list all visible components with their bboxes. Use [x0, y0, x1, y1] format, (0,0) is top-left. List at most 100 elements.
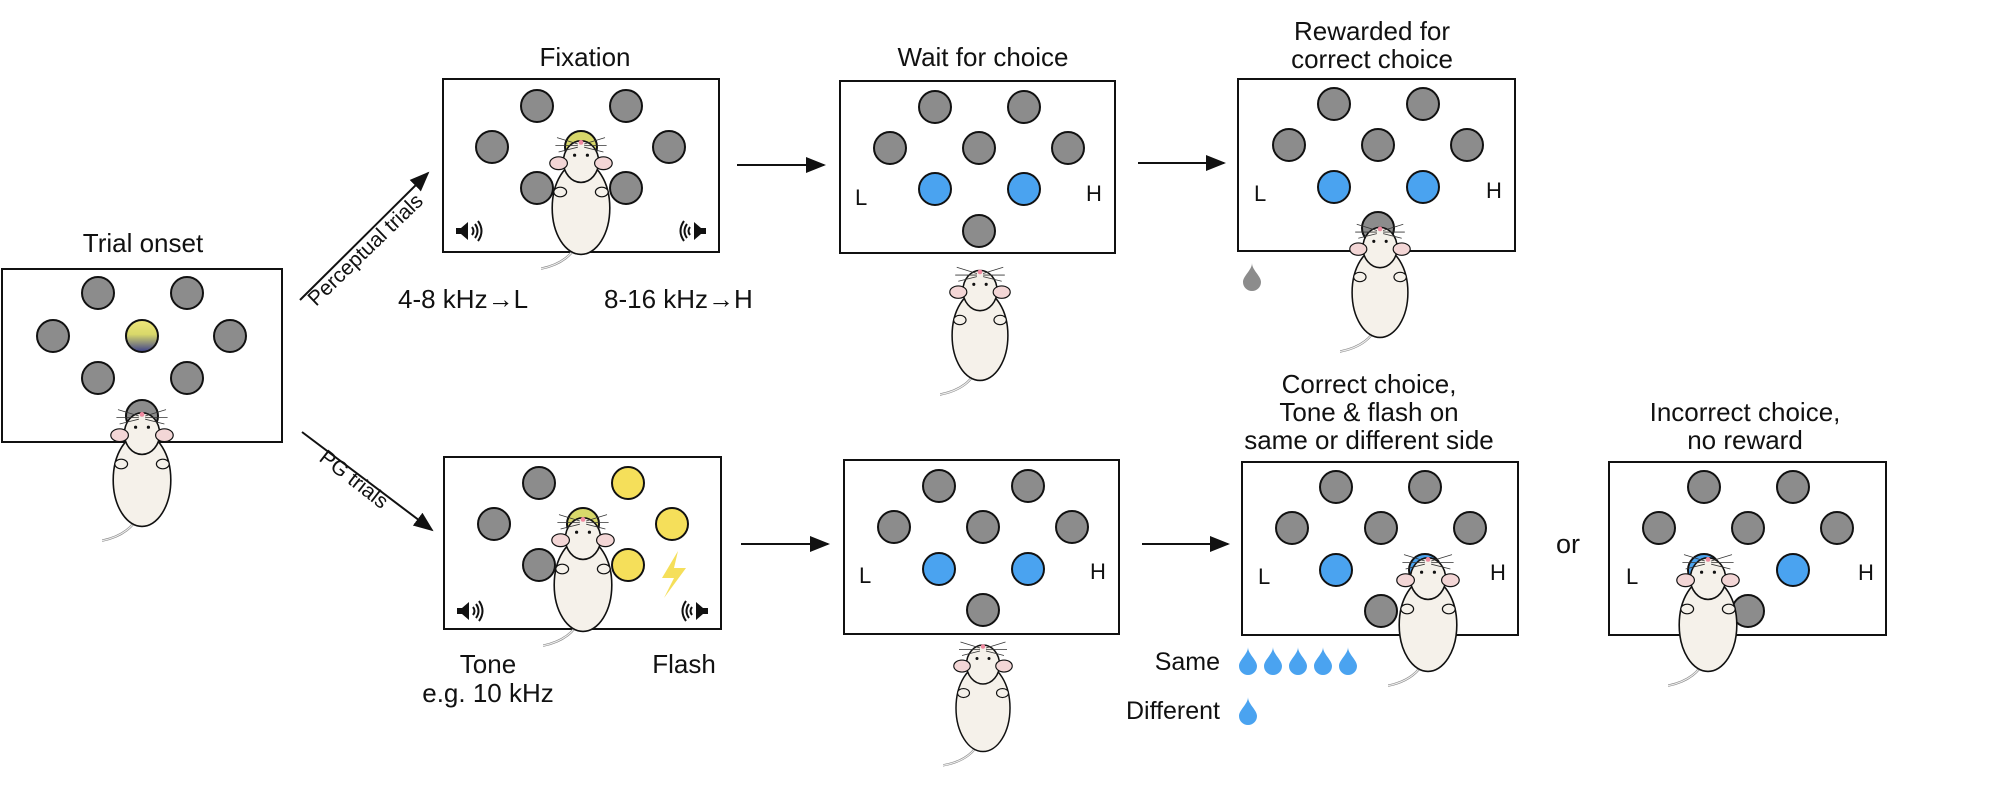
port [213, 319, 247, 353]
port [81, 276, 115, 310]
rat-icon [943, 640, 1014, 782]
correct-title-line1: Correct choice, [1282, 369, 1457, 399]
freq-high-label: 8-16 kHz→H [604, 284, 753, 314]
panel-wait-choice-pg: L H [843, 459, 1120, 782]
port [1820, 511, 1854, 545]
port [520, 171, 554, 205]
flash-label: Flash [652, 649, 716, 679]
choice-port-low [922, 552, 956, 586]
port [1055, 510, 1089, 544]
choice-port-low [1319, 553, 1353, 587]
port [652, 130, 686, 164]
flash-port [611, 466, 645, 500]
side-high-label: H [1858, 560, 1874, 585]
incorrect-title-line1: Incorrect choice, [1650, 397, 1841, 427]
panel-rewarded: Rewarded for correct choice L H [1237, 16, 1516, 369]
flash-port [655, 507, 689, 541]
wait-for-choice-title: Wait for choice [898, 42, 1069, 72]
arrow-perceptual [299, 171, 430, 301]
choice-port-high [1406, 170, 1440, 204]
rewarded-title-line2: correct choice [1291, 44, 1453, 74]
port [170, 361, 204, 395]
panel-fixation-perceptual: Fixation 4-8 kHz→L 8-16 kHz→H [398, 42, 753, 314]
tone-label: Tone [460, 649, 516, 679]
port [962, 214, 996, 248]
water-drop-icon [1289, 647, 1307, 675]
port [520, 89, 554, 123]
port [1408, 470, 1442, 504]
different-label: Different [1126, 697, 1220, 725]
port [477, 507, 511, 541]
incorrect-title-line2: no reward [1687, 425, 1803, 455]
water-drop-icon [1264, 647, 1282, 675]
center-port [125, 319, 159, 353]
port [1406, 87, 1440, 121]
choice-port-high [1007, 172, 1041, 206]
port [1272, 128, 1306, 162]
rewarded-title-line1: Rewarded for [1294, 16, 1450, 46]
port [36, 319, 70, 353]
port [475, 130, 509, 164]
port [1051, 131, 1085, 165]
choice-port-low [918, 172, 952, 206]
side-low-label: L [859, 563, 871, 588]
water-drop-icon [1314, 647, 1332, 675]
tone-example-label: e.g. 10 kHz [422, 678, 554, 708]
port [1364, 511, 1398, 545]
panel-correct-choice: Correct choice, Tone & flash on same or … [1126, 369, 1519, 725]
port [1364, 594, 1398, 628]
port [1450, 128, 1484, 162]
port [966, 593, 1000, 627]
side-low-label: L [1626, 564, 1638, 589]
port [1275, 511, 1309, 545]
port [1011, 469, 1045, 503]
port [522, 466, 556, 500]
port [873, 131, 907, 165]
choice-port-high [1011, 552, 1045, 586]
port [609, 171, 643, 205]
arrow-pg [301, 431, 434, 532]
panel-incorrect-choice: Incorrect choice, no reward L H [1608, 397, 1887, 703]
choice-port-low [1317, 170, 1351, 204]
port [1687, 470, 1721, 504]
water-drop-icon [1243, 263, 1261, 291]
port [1317, 87, 1351, 121]
port [1642, 511, 1676, 545]
correct-title-line2: Tone & flash on [1279, 397, 1458, 427]
port [1776, 470, 1810, 504]
port [170, 276, 204, 310]
water-drop-icon [1339, 647, 1357, 675]
pg-trials-label: PG trials [315, 446, 393, 514]
side-high-label: H [1486, 178, 1502, 203]
water-drop-icon [1239, 647, 1257, 675]
side-low-label: L [1254, 181, 1266, 206]
port [1007, 90, 1041, 124]
port [877, 510, 911, 544]
or-label: or [1556, 529, 1580, 559]
port [918, 90, 952, 124]
water-drop-icon [1239, 697, 1257, 725]
port [1361, 128, 1395, 162]
port [609, 89, 643, 123]
port [522, 548, 556, 582]
port [1319, 470, 1353, 504]
panel-wait-choice-perceptual: Wait for choice L H [839, 42, 1116, 412]
flash-port [611, 548, 645, 582]
port [966, 510, 1000, 544]
port [81, 361, 115, 395]
same-label: Same [1155, 648, 1220, 676]
trial-onset-title: Trial onset [83, 228, 204, 258]
correct-title-line3: same or different side [1244, 425, 1494, 455]
panel-trial-onset: Trial onset [1, 228, 283, 558]
side-low-label: L [855, 185, 867, 210]
lightning-icon [662, 551, 686, 598]
panel-fixation-pg: Tone e.g. 10 kHz Flash [422, 456, 722, 708]
side-high-label: H [1490, 560, 1506, 585]
port [1453, 511, 1487, 545]
port [922, 469, 956, 503]
side-high-label: H [1086, 181, 1102, 206]
side-high-label: H [1090, 559, 1106, 584]
port [1731, 511, 1765, 545]
same-drops [1239, 647, 1357, 675]
